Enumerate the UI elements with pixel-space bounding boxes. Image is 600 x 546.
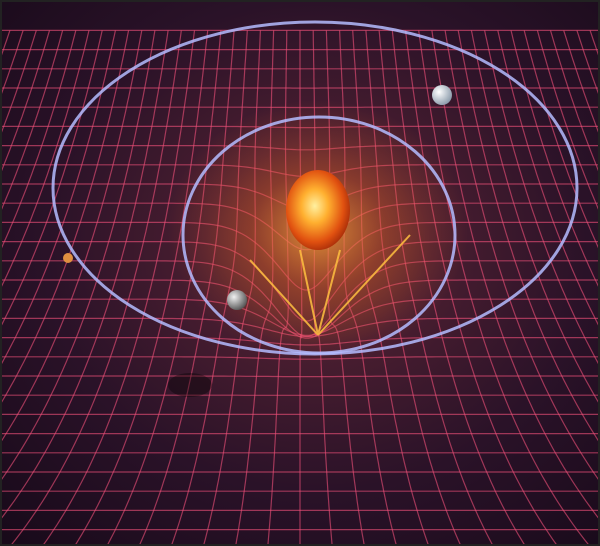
grid-line: [0, 356, 600, 360]
funnel-line: [317, 249, 341, 336]
planet: [432, 85, 452, 105]
funnel-highlight: [249, 234, 411, 336]
grid-line: [563, 30, 600, 138]
funnel-line: [249, 259, 319, 336]
grid-line: [0, 30, 90, 291]
grid-line: [0, 30, 37, 138]
planet: [227, 290, 247, 310]
grid-line: [0, 375, 600, 378]
grid-line: [536, 30, 600, 215]
grid-line: [0, 30, 51, 176]
grid-line: [523, 30, 600, 253]
inner-orbit: [181, 115, 457, 355]
funnel-line: [299, 249, 319, 336]
grid-line: [0, 30, 77, 253]
planet: [63, 253, 73, 263]
grid-line: [510, 30, 600, 291]
grid-line: [549, 30, 600, 176]
shadow: [168, 373, 212, 397]
funnel-line: [317, 234, 411, 336]
grid-line: [0, 30, 64, 215]
sun: [286, 170, 350, 250]
